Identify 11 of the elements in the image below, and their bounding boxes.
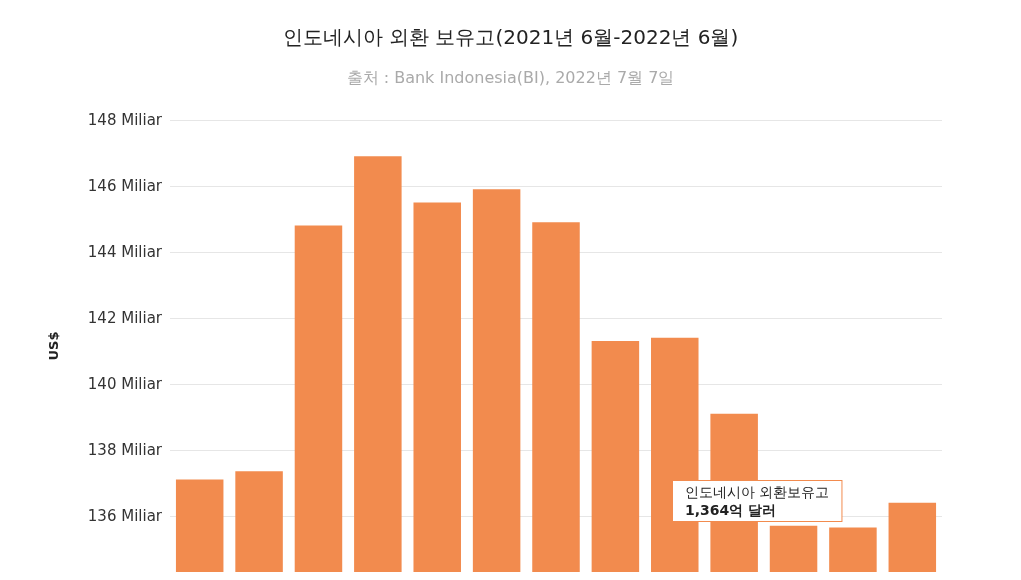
y-tick-label: 138 Miliar (87, 440, 163, 459)
chart-title: 인도네시아 외환 보유고(2021년 6월-2022년 6월) (282, 25, 739, 49)
y-tick-label: 146 Miliar (87, 176, 163, 195)
annotation: 인도네시아 외환보유고 1,364억 달러 (685, 484, 830, 518)
y-axis-title: US$ (46, 331, 61, 361)
y-tick-label: 136 Miliar (87, 506, 163, 525)
y-tick-label: 140 Miliar (87, 374, 163, 393)
y-tick-label: 144 Miliar (87, 242, 163, 261)
chart-subtitle: 출처 : Bank Indonesia(BI), 2022년 7월 7일 (346, 67, 675, 87)
y-tick-label: 148 Miliar (87, 111, 163, 129)
y-tick-label: 142 Miliar (87, 308, 163, 327)
